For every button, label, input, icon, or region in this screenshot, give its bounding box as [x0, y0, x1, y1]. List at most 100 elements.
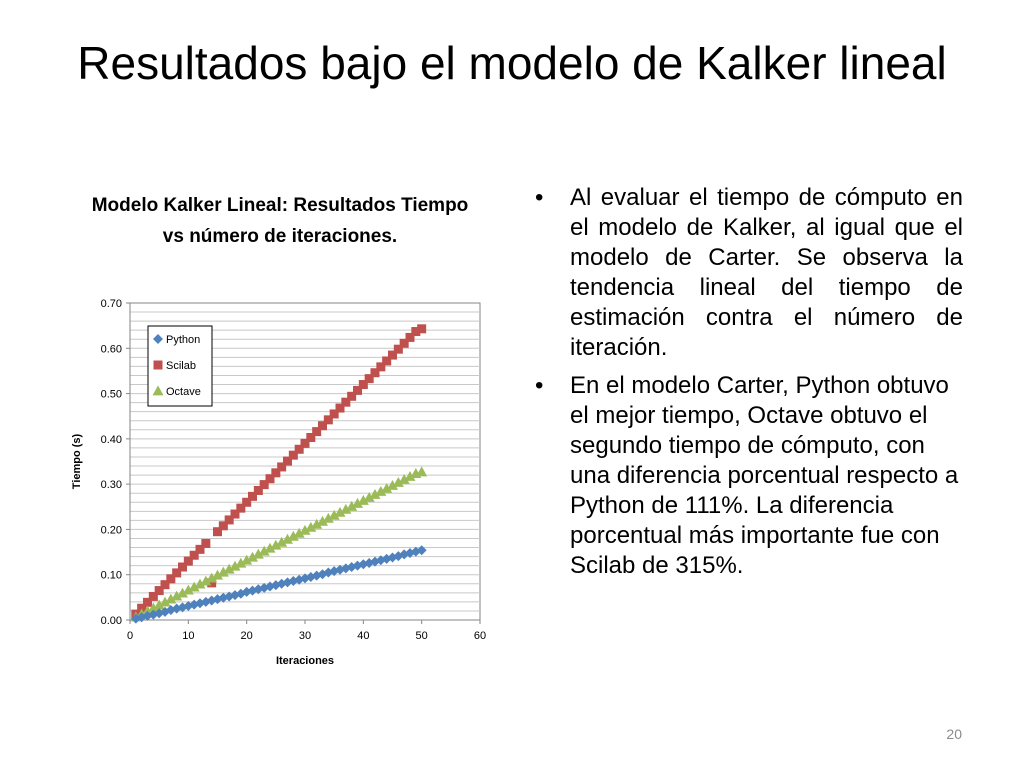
data-point-octave	[357, 494, 369, 505]
data-point-scilab	[329, 409, 339, 419]
data-point-octave	[299, 524, 311, 535]
data-point-scilab	[288, 450, 298, 460]
data-point-scilab	[183, 556, 193, 566]
data-point-scilab	[224, 515, 234, 525]
data-point-octave	[258, 545, 270, 556]
data-point-octave	[352, 497, 363, 508]
data-point-octave	[171, 590, 183, 601]
data-point-scilab	[207, 578, 217, 588]
data-point-scilab	[172, 568, 182, 578]
data-point-octave	[165, 593, 177, 604]
data-point-octave	[159, 596, 171, 607]
data-point-scilab	[143, 597, 152, 607]
data-point-octave	[381, 482, 393, 493]
y-tick-label: 0.50	[101, 389, 122, 401]
page-number: 20	[946, 726, 962, 742]
data-point-octave	[317, 515, 328, 526]
data-point-octave	[247, 551, 258, 562]
data-point-scilab	[323, 415, 333, 425]
data-point-octave	[416, 466, 428, 477]
x-tick-label: 60	[474, 630, 486, 642]
data-point-scilab	[277, 462, 287, 472]
data-point-octave	[328, 509, 340, 520]
y-tick-label: 0.00	[101, 615, 122, 627]
data-point-scilab	[306, 432, 316, 442]
x-axis-label: Iteraciones	[276, 655, 334, 667]
data-point-octave	[340, 503, 352, 514]
data-point-python	[294, 574, 305, 585]
data-point-octave	[194, 578, 206, 589]
data-point-python	[276, 578, 287, 589]
data-point-scilab	[213, 527, 222, 537]
data-point-scilab	[312, 427, 322, 437]
data-point-octave	[398, 474, 410, 484]
data-point-python	[165, 605, 176, 616]
data-point-python	[381, 553, 392, 564]
data-point-scilab	[259, 480, 269, 490]
data-point-octave	[334, 506, 346, 517]
data-point-python	[282, 577, 293, 588]
data-point-python	[235, 588, 246, 599]
data-point-python	[416, 545, 427, 556]
data-point-scilab	[300, 438, 310, 448]
data-point-octave	[369, 488, 381, 499]
bullet-item: • Al evaluar el tiempo de cómputo en el …	[535, 183, 963, 363]
data-point-scilab	[189, 550, 199, 560]
x-tick-label: 0	[127, 630, 133, 642]
data-point-octave	[212, 569, 223, 580]
data-point-scilab	[358, 380, 368, 390]
data-point-scilab	[236, 503, 246, 513]
data-point-python	[253, 584, 264, 595]
data-point-python	[340, 563, 351, 574]
data-point-scilab	[271, 468, 281, 478]
data-point-python	[148, 609, 159, 620]
legend-label: Octave	[166, 386, 201, 398]
x-tick-label: 50	[416, 630, 428, 642]
data-point-scilab	[347, 391, 357, 401]
data-point-octave	[217, 566, 229, 577]
data-point-scilab	[341, 397, 351, 407]
data-point-scilab	[364, 374, 374, 384]
bullet-icon: •	[535, 184, 544, 211]
data-point-octave	[311, 518, 323, 529]
data-point-octave	[223, 563, 235, 574]
legend-marker-octave	[152, 385, 164, 396]
data-point-octave	[235, 557, 247, 568]
x-tick-label: 20	[241, 630, 253, 642]
bullet-item: • En el modelo Carter, Python obtuvo el …	[535, 371, 963, 581]
scatter-chart: 0.00 0.10 0.20 0.30 0.40 0.50 0.60 0.70 0 10 20 30 4…	[71, 298, 486, 667]
y-axis-label: Tiempo (s)	[71, 433, 83, 489]
data-point-scilab	[137, 603, 147, 613]
y-tick-label: 0.60	[101, 343, 122, 355]
data-point-scilab	[154, 586, 164, 596]
x-tick-label: 40	[357, 630, 369, 642]
data-point-octave	[182, 584, 194, 595]
data-point-octave	[305, 521, 317, 532]
data-point-scilab	[294, 444, 304, 454]
y-tick-label: 0.40	[101, 434, 122, 446]
legend-label: Scilab	[166, 360, 196, 372]
legend-marker-scilab	[153, 360, 163, 370]
data-point-octave	[241, 554, 253, 565]
data-point-scilab	[218, 521, 228, 531]
legend-marker-python	[153, 334, 163, 344]
legend-label: Python	[166, 334, 200, 346]
data-point-octave	[229, 560, 241, 571]
data-point-octave	[287, 530, 299, 541]
data-point-scilab	[382, 356, 392, 366]
data-point-scilab	[160, 580, 170, 590]
data-point-octave	[264, 542, 276, 553]
data-point-scilab	[376, 362, 386, 372]
y-tick-label: 0.30	[101, 479, 122, 491]
bullet-list: • Al evaluar el tiempo de cómputo en el …	[535, 183, 963, 589]
data-point-scilab	[399, 338, 409, 348]
data-point-scilab	[370, 368, 380, 378]
data-point-python	[195, 598, 205, 609]
data-point-scilab	[148, 591, 158, 601]
data-point-scilab	[411, 327, 421, 337]
data-point-python	[136, 612, 147, 623]
data-point-scilab	[405, 332, 415, 342]
data-point-scilab	[393, 344, 403, 354]
slide-title: Resultados bajo el modelo de Kalker line…	[77, 37, 947, 89]
chart-container: Modelo Kalker Lineal: Resultados Tiempo …	[60, 190, 500, 680]
